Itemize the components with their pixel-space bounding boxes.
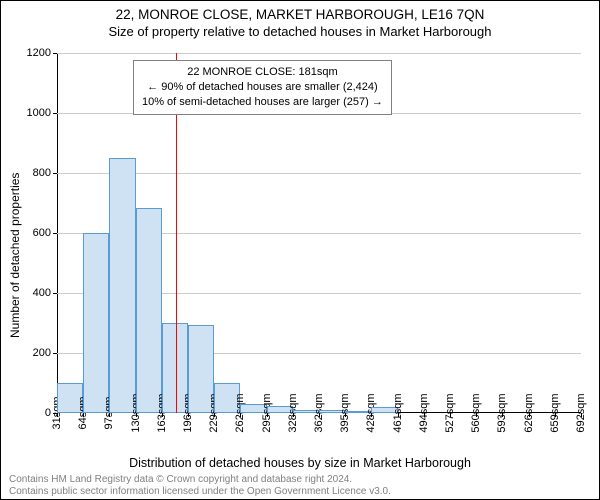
y-tick-mark bbox=[53, 53, 57, 54]
footer-line-1: Contains HM Land Registry data © Crown c… bbox=[9, 474, 352, 485]
x-tick-label: 262sqm bbox=[234, 393, 246, 432]
annotation-line: 22 MONROE CLOSE: 181sqm bbox=[142, 65, 383, 80]
y-tick-mark bbox=[53, 233, 57, 234]
y-axis-label: Number of detached properties bbox=[8, 173, 22, 338]
chart-title: 22, MONROE CLOSE, MARKET HARBOROUGH, LE1… bbox=[1, 1, 599, 22]
y-tick-label: 400 bbox=[33, 287, 51, 299]
x-tick-label: 328sqm bbox=[287, 393, 299, 432]
x-tick-label: 659sqm bbox=[549, 393, 561, 432]
y-tick-mark bbox=[53, 113, 57, 114]
chart-subtitle: Size of property relative to detached ho… bbox=[1, 22, 599, 39]
annotation-line: ← 90% of detached houses are smaller (2,… bbox=[142, 80, 383, 95]
y-tick-mark bbox=[53, 353, 57, 354]
x-tick-label: 362sqm bbox=[313, 393, 325, 432]
y-tick-label: 1000 bbox=[27, 107, 51, 119]
x-tick-label: 626sqm bbox=[523, 393, 535, 432]
histogram-bar bbox=[109, 158, 135, 413]
x-tick-label: 560sqm bbox=[470, 393, 482, 432]
x-tick-label: 527sqm bbox=[444, 393, 456, 432]
x-tick-label: 593sqm bbox=[496, 393, 508, 432]
chart-container: 22, MONROE CLOSE, MARKET HARBOROUGH, LE1… bbox=[0, 0, 600, 500]
y-tick-label: 600 bbox=[33, 227, 51, 239]
x-tick-label: 395sqm bbox=[339, 393, 351, 432]
x-axis-label: Distribution of detached houses by size … bbox=[1, 456, 599, 470]
grid-line bbox=[57, 53, 581, 54]
histogram-bar bbox=[136, 208, 162, 414]
annotation-line: 10% of semi-detached houses are larger (… bbox=[142, 95, 383, 110]
histogram-bar bbox=[83, 233, 109, 413]
x-tick-label: 692sqm bbox=[575, 393, 587, 432]
y-tick-mark bbox=[53, 293, 57, 294]
x-tick-label: 295sqm bbox=[261, 393, 273, 432]
annotation-box: 22 MONROE CLOSE: 181sqm← 90% of detached… bbox=[133, 60, 392, 115]
plot-area: 02004006008001000120031sqm64sqm97sqm130s… bbox=[57, 53, 581, 413]
x-tick-label: 494sqm bbox=[418, 393, 430, 432]
x-tick-label: 461sqm bbox=[392, 393, 404, 432]
grid-line bbox=[57, 173, 581, 174]
y-tick-label: 1200 bbox=[27, 47, 51, 59]
y-tick-label: 800 bbox=[33, 167, 51, 179]
y-tick-label: 200 bbox=[33, 347, 51, 359]
footer-line-2: Contains public sector information licen… bbox=[9, 486, 391, 497]
y-tick-mark bbox=[53, 173, 57, 174]
x-tick-label: 428sqm bbox=[365, 393, 377, 432]
